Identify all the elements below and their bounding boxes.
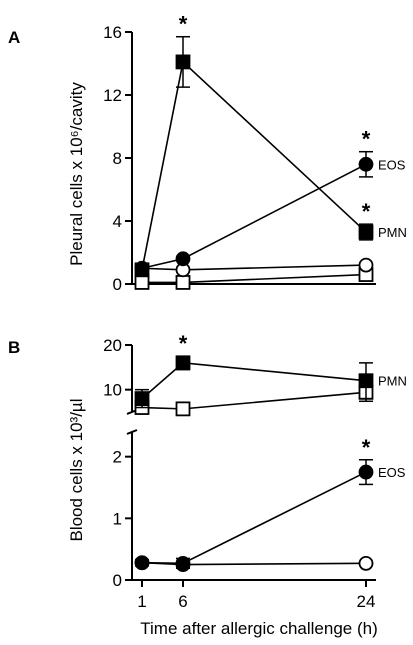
panel-b-upper-ytick-label: 10	[103, 381, 122, 400]
filled-circle-marker	[358, 464, 374, 480]
panel-b-lower-ytick-label: 2	[113, 448, 122, 467]
filled-circle-marker	[134, 555, 150, 571]
panel-b-lower-series-line	[141, 471, 367, 565]
panel-a-series-line	[141, 60, 367, 270]
filled-square-marker	[134, 262, 150, 278]
chart-marks: * EOS * * PMN * PMN * EOS	[134, 12, 407, 572]
series-label-eos: EOS	[378, 465, 406, 480]
panel-a-series-line	[141, 264, 367, 271]
filled-square-marker	[358, 373, 374, 389]
significance-star: *	[362, 199, 371, 224]
significance-star: *	[179, 331, 188, 356]
series-label-eos: EOS	[378, 157, 406, 172]
filled-square-marker	[134, 391, 150, 407]
panel-a-ytick-label: 8	[113, 149, 122, 168]
open-square-marker	[175, 275, 191, 290]
panel-b-ylabel: Blood cells x 10³/µl	[67, 398, 86, 541]
significance-star: *	[362, 435, 371, 460]
series-label-pmn: PMN	[378, 374, 407, 389]
panel-a-ytick-label: 16	[103, 23, 122, 42]
open-square-marker	[175, 401, 191, 417]
panel-a-label: A	[8, 28, 20, 47]
open-circle-marker	[358, 257, 374, 273]
filled-circle-marker	[175, 251, 191, 267]
x-tick-label: 24	[357, 592, 376, 611]
open-square-marker	[134, 275, 150, 290]
panel-a-ytick-label: 4	[113, 212, 122, 231]
panel-a-ylabel: Pleural cells x 10⁶/cavity	[67, 82, 86, 266]
x-tick-label: 1	[137, 592, 146, 611]
panel-a-ytick-label: 0	[113, 275, 122, 294]
filled-square-marker	[175, 355, 191, 371]
filled-circle-marker	[358, 156, 374, 172]
filled-square-marker	[175, 54, 191, 70]
panel-b-label: B	[8, 338, 20, 357]
significance-star: *	[362, 127, 371, 152]
series-label-pmn: PMN	[378, 225, 407, 240]
filled-circle-marker	[175, 555, 191, 571]
filled-square-marker	[358, 224, 374, 240]
open-circle-marker	[358, 555, 374, 571]
x-axis-title: Time after allergic challenge (h)	[140, 619, 377, 638]
significance-star: *	[179, 12, 188, 37]
x-tick-label: 6	[178, 592, 187, 611]
panel-b-upper-ytick-label: 20	[103, 336, 122, 355]
panel-b-lower-ytick-label: 0	[113, 571, 122, 590]
panel-b-lower-ytick-label: 1	[113, 509, 122, 528]
panel-a-series-line	[141, 163, 367, 270]
panel-a-ytick-label: 12	[103, 86, 122, 105]
